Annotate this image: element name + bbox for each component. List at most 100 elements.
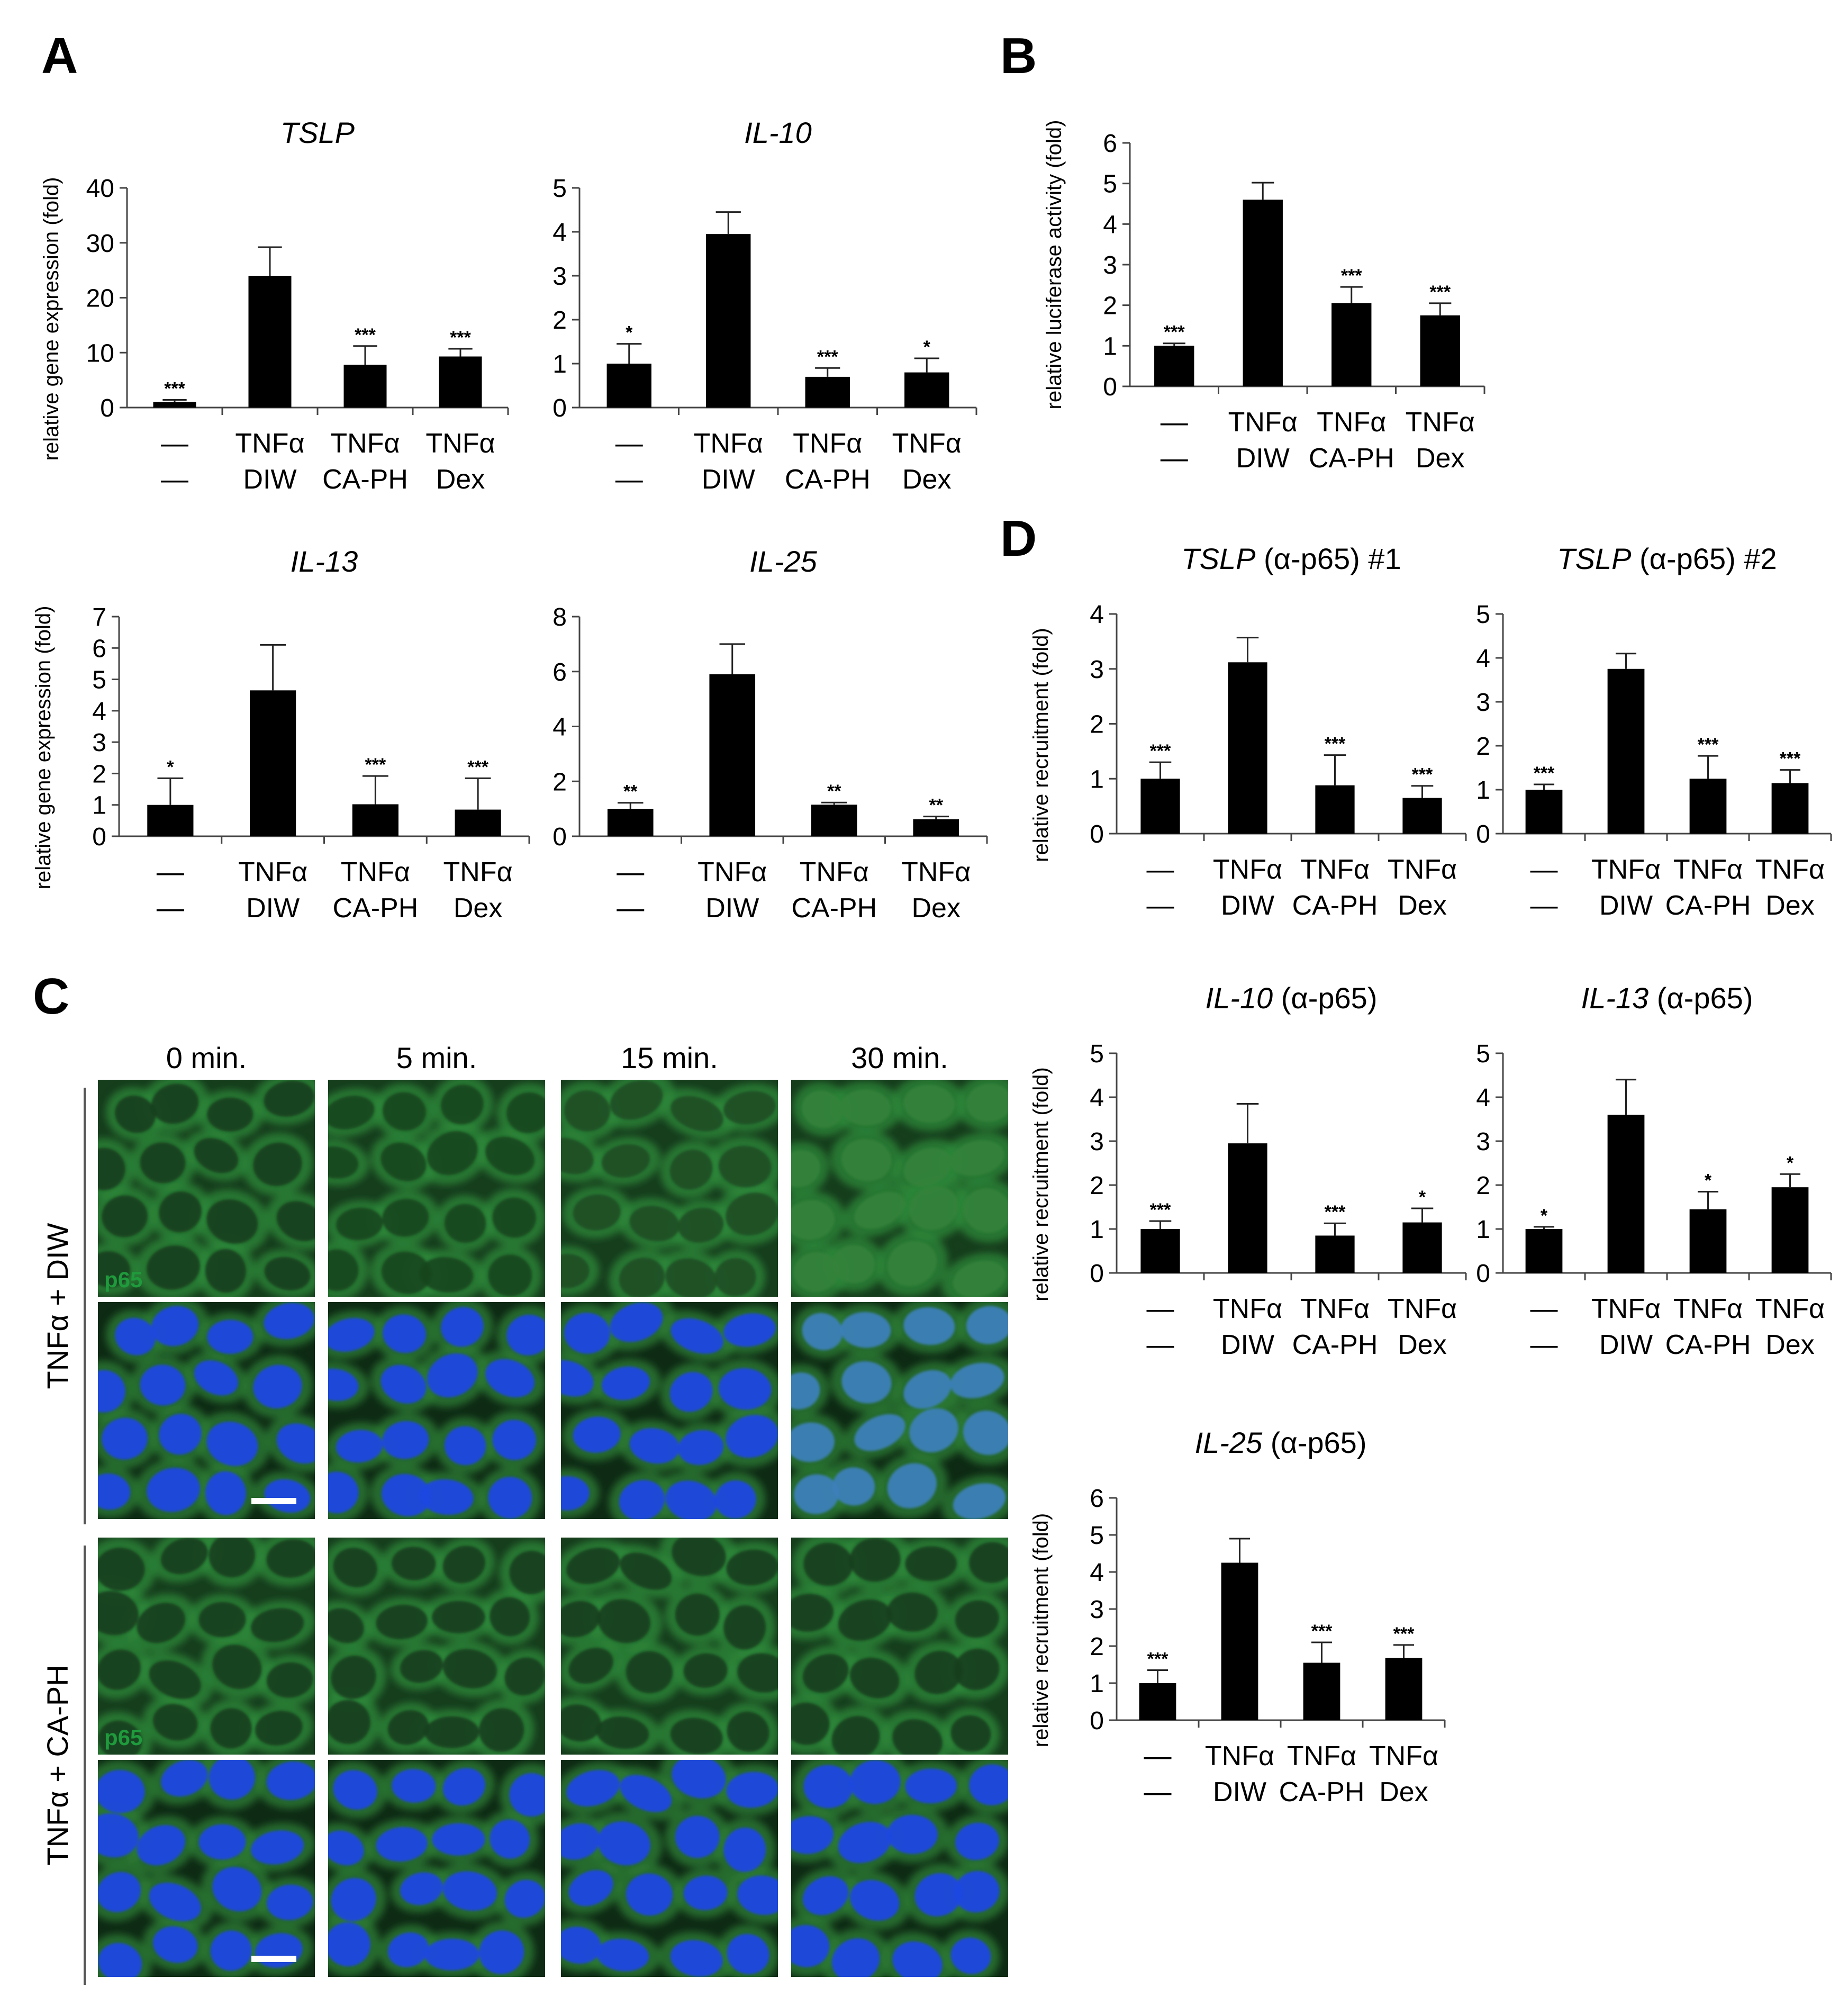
significance-marker: ** [623, 782, 638, 802]
y-tick-label: 2 [92, 760, 106, 788]
y-tick-label: 1 [1090, 765, 1104, 793]
y-tick-label: 3 [1476, 689, 1490, 717]
category-label: CA-PH [322, 464, 408, 495]
chart-title-gene: IL-10 [1206, 981, 1273, 1015]
chart-a2: IL-10 0 1 2 3 4 5 * — — TNFα DIW *** TNFα CA-PH * TNFα De… [552, 116, 977, 495]
bar-4 [1771, 1187, 1809, 1273]
category-label: TNFα [1213, 1294, 1282, 1324]
category-label: DIW [1236, 443, 1290, 474]
bar-1 [1140, 1229, 1180, 1273]
chart-title: IL-25 (α-p65) [1195, 1426, 1367, 1459]
category-label: TNFα [892, 428, 962, 459]
y-tick-label: 3 [552, 263, 567, 291]
category-label: Dex [454, 893, 502, 924]
y-tick-label: 30 [86, 230, 114, 258]
category-label: — [1530, 1330, 1558, 1360]
significance-marker: *** [1534, 763, 1555, 783]
category-label: TNFα [1300, 1294, 1370, 1324]
significance-marker: *** [365, 755, 386, 775]
chart-a3: IL-13 0 1 2 3 4 5 6 7 relative gene expression (f… [32, 545, 530, 924]
chart-a1: TSLP 0 10 20 30 40 relative gene expression (f… [40, 116, 509, 495]
chart-title: TSLP (α-p65) #2 [1557, 542, 1777, 575]
category-label: DIW [1221, 890, 1274, 921]
y-tick-label: 20 [86, 285, 114, 313]
category-label: TNFα [1406, 407, 1475, 438]
bar-2 [1607, 668, 1645, 834]
significance-marker: * [1787, 1153, 1794, 1173]
category-label: TNFα [341, 857, 410, 888]
bar-4 [1402, 1222, 1442, 1273]
y-axis-label: relative recruitment (fold) [1029, 1513, 1053, 1747]
category-label: Dex [1765, 890, 1814, 921]
category-label: CA-PH [1279, 1777, 1365, 1808]
timepoint-label: 15 min. [621, 1041, 718, 1074]
category-label: TNFα [1205, 1741, 1274, 1772]
bar-4 [1420, 315, 1460, 386]
category-label: DIW [1221, 1330, 1274, 1360]
y-tick-label: 8 [552, 603, 567, 631]
bar-3 [1689, 779, 1727, 834]
merge-tile [98, 1760, 315, 1977]
y-axis-label: relative luciferase activity (fold) [1043, 120, 1066, 410]
category-label: — [1161, 443, 1188, 474]
chart-title: IL-13 (α-p65) [1581, 981, 1753, 1015]
chart-title-suffix: (α-p65) #2 [1631, 542, 1777, 575]
chart-title-suffix: (α-p65) [1273, 981, 1377, 1015]
y-tick-label: 5 [552, 175, 567, 203]
significance-marker: * [1419, 1187, 1426, 1207]
category-label: TNFα [1228, 407, 1298, 438]
y-tick-label: 1 [1103, 332, 1117, 360]
significance-marker: * [1705, 1170, 1712, 1190]
y-tick-label: 5 [1476, 601, 1490, 629]
category-label: — [617, 893, 644, 924]
chart-d2: TSLP (α-p65) #2 0 1 2 3 4 5 *** — — TNFα DIW *** TNFα… [1476, 542, 1832, 921]
p65-tile [328, 1080, 545, 1297]
y-tick-label: 0 [100, 394, 114, 422]
category-label: Dex [1398, 890, 1446, 921]
category-label: CA-PH [1665, 1330, 1751, 1360]
category-label: CA-PH [1292, 890, 1378, 921]
category-label: TNFα [793, 428, 862, 459]
bar-3 [352, 804, 398, 836]
p65-tile: p65 [98, 1080, 315, 1297]
y-tick-label: 3 [1090, 656, 1104, 684]
significance-marker: * [923, 337, 931, 357]
bar-2 [248, 276, 292, 408]
y-tick-label: 0 [1476, 1260, 1490, 1288]
significance-marker: * [1541, 1206, 1548, 1226]
category-label: — [157, 893, 184, 924]
category-label: — [615, 428, 643, 459]
bar-3 [811, 805, 857, 836]
y-tick-label: 5 [92, 666, 106, 694]
y-tick-label: 3 [1476, 1128, 1490, 1156]
category-label: CA-PH [791, 893, 877, 924]
chart-title-gene: IL-13 [291, 545, 358, 578]
condition-label: TNFα + CA-PH [41, 1665, 74, 1865]
chart-title: IL-13 [291, 545, 358, 578]
category-label: Dex [436, 464, 485, 495]
category-label: CA-PH [785, 464, 871, 495]
y-axis-label: relative gene expression (fold) [32, 606, 55, 890]
bar-1 [1140, 779, 1180, 834]
category-label: Dex [902, 464, 951, 495]
category-label: — [1161, 407, 1188, 438]
bar-4 [439, 356, 482, 408]
bar-4 [1771, 783, 1809, 834]
y-tick-label: 3 [1090, 1596, 1104, 1624]
p65-tile: p65 [98, 1538, 315, 1755]
y-tick-label: 3 [1103, 251, 1117, 279]
timepoint-label: 0 min. [166, 1041, 247, 1074]
y-tick-label: 3 [1090, 1128, 1104, 1156]
y-tick-label: 1 [92, 792, 106, 820]
chart-title-gene: IL-25 [749, 545, 817, 578]
significance-marker: *** [1150, 1200, 1171, 1220]
chart-title-suffix: (α-p65) #1 [1255, 542, 1401, 575]
chart-b: 0 1 2 3 4 5 6 relative luciferase activity (fol… [1043, 120, 1485, 474]
scale-bar [251, 1498, 296, 1504]
bar-1 [147, 805, 194, 836]
y-tick-label: 4 [1103, 211, 1117, 239]
bar-2 [1221, 1562, 1258, 1720]
merge-tile [561, 1302, 778, 1519]
